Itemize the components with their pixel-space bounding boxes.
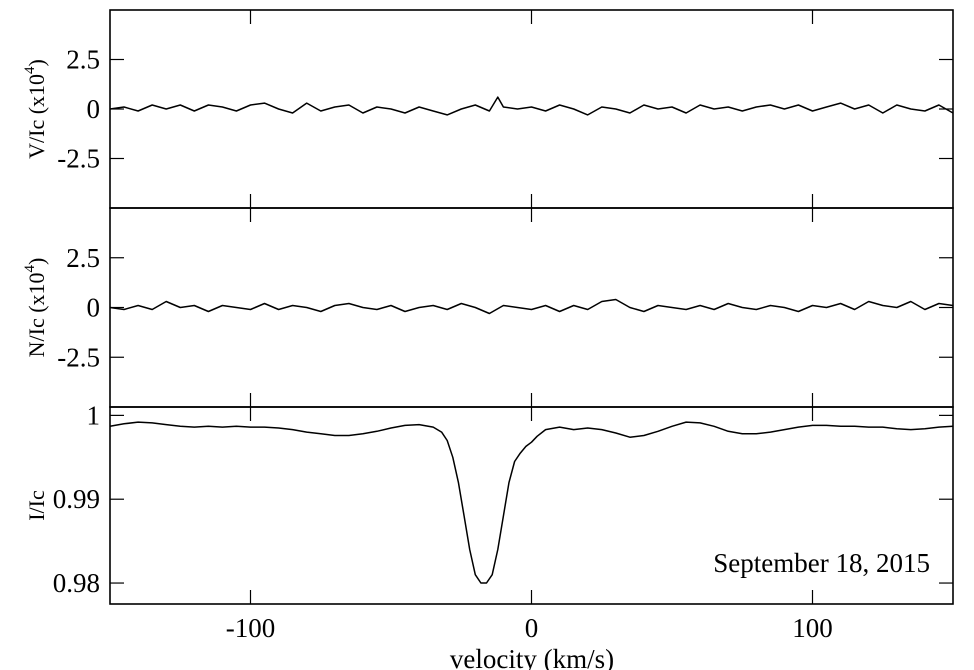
- y-tick-label: 0: [87, 94, 101, 124]
- series-line-stokes-i: [109, 421, 954, 584]
- panel-null-n: 2.5 0 -2.5 N/Ic (x104): [22, 207, 954, 408]
- x-tick-label: -100: [226, 613, 276, 643]
- y-tick-label: -2.5: [57, 342, 100, 372]
- y-tick-label: 1: [87, 400, 101, 430]
- y-tick-label: -2.5: [57, 144, 100, 174]
- y-tick-label: 0.98: [53, 568, 100, 598]
- y-tick-label: 2.5: [66, 243, 100, 273]
- panel-stokes-v: 2.5 0 -2.5 V/Ic (x104): [22, 9, 954, 209]
- x-tick-label: 100: [792, 613, 833, 643]
- y-axis-label: I/Ic: [24, 490, 49, 521]
- y-tick-label: 0: [87, 293, 101, 323]
- x-tick-label: 0: [525, 613, 539, 643]
- x-axis-label: velocity (km/s): [450, 644, 614, 670]
- y-tick-label: 0.99: [53, 484, 100, 514]
- series-line-stokes-v: [109, 96, 954, 116]
- y-axis-label: N/Ic (x104): [22, 258, 49, 358]
- y-axis-label: V/Ic (x104): [22, 59, 49, 159]
- series-line-null-n: [109, 298, 954, 315]
- panel-frame: [109, 9, 954, 209]
- y-tick-label: 2.5: [66, 45, 100, 75]
- plot-panels: 2.50-2.5V/Ic (x104)2.50-2.5N/Ic (x104)10…: [22, 9, 954, 643]
- panel-stokes-i: 1 0.99 0.98 I/Ic: [24, 400, 954, 605]
- date-annotation: September 18, 2015: [713, 548, 930, 578]
